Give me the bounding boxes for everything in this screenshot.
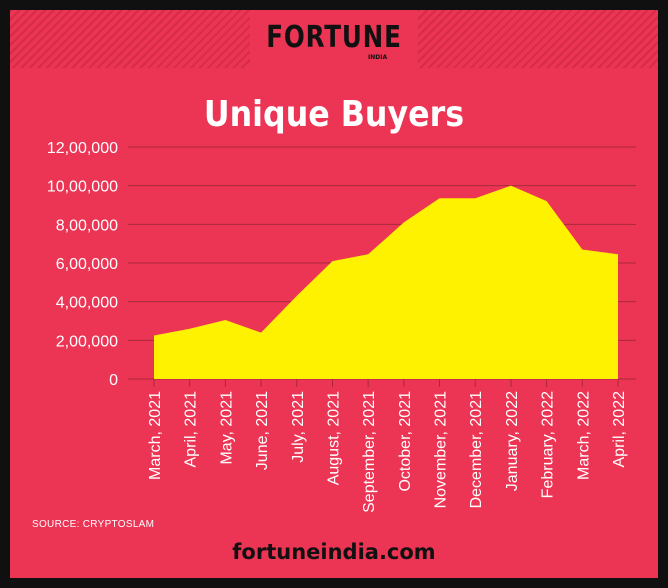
x-tick-label: April, 2021 <box>183 391 200 468</box>
y-tick-label: 0 <box>109 372 118 389</box>
y-tick-label: 2,00,000 <box>56 333 118 350</box>
footer-url: fortuneindia.com <box>232 540 436 564</box>
x-tick-label: June, 2021 <box>254 391 271 470</box>
x-tick-label: October, 2021 <box>397 391 414 492</box>
y-tick-label: 4,00,000 <box>56 295 118 312</box>
chart-svg: 0 2,00,000 4,00,000 6,00,000 8,00,000 10,00,0… <box>47 140 636 513</box>
x-tick-label: March, 2022 <box>575 391 592 480</box>
x-tick-label: March, 2021 <box>147 391 164 480</box>
logo-text: FORTUNE <box>266 20 402 55</box>
y-tick-label: 12,00,000 <box>47 140 118 157</box>
x-tick-label: December, 2021 <box>468 391 485 509</box>
source-note: SOURCE: CRYPTOSLAM <box>32 519 155 530</box>
chart-panel: FORTUNE INDIA Unique Buyers 0 2,00,000 4,0… <box>10 10 658 578</box>
area-series <box>153 185 619 379</box>
x-tick-label: August, 2021 <box>325 391 342 485</box>
area-series-fill <box>154 185 618 379</box>
chart-title: Unique Buyers <box>203 94 465 135</box>
x-tick-label: September, 2021 <box>361 391 378 513</box>
x-tick-label: April, 2022 <box>611 391 628 468</box>
x-tick-label: January, 2022 <box>504 391 521 491</box>
y-axis: 0 2,00,000 4,00,000 6,00,000 8,00,000 10,00,0… <box>47 140 118 389</box>
x-tick-label: July, 2021 <box>290 391 307 463</box>
x-tick-label: November, 2021 <box>433 391 450 509</box>
y-tick-label: 6,00,000 <box>56 256 118 273</box>
header-bar: FORTUNE INDIA <box>10 10 658 68</box>
logo: FORTUNE INDIA <box>250 10 418 68</box>
x-tick-label: May, 2021 <box>218 391 235 465</box>
y-tick-label: 10,00,000 <box>47 179 118 196</box>
x-tick-label: February, 2022 <box>540 391 557 498</box>
x-axis: March, 2021 April, 2021 May, 2021 June, 202… <box>147 379 628 513</box>
y-tick-label: 8,00,000 <box>56 217 118 234</box>
logo-subtext: INDIA <box>368 54 388 61</box>
